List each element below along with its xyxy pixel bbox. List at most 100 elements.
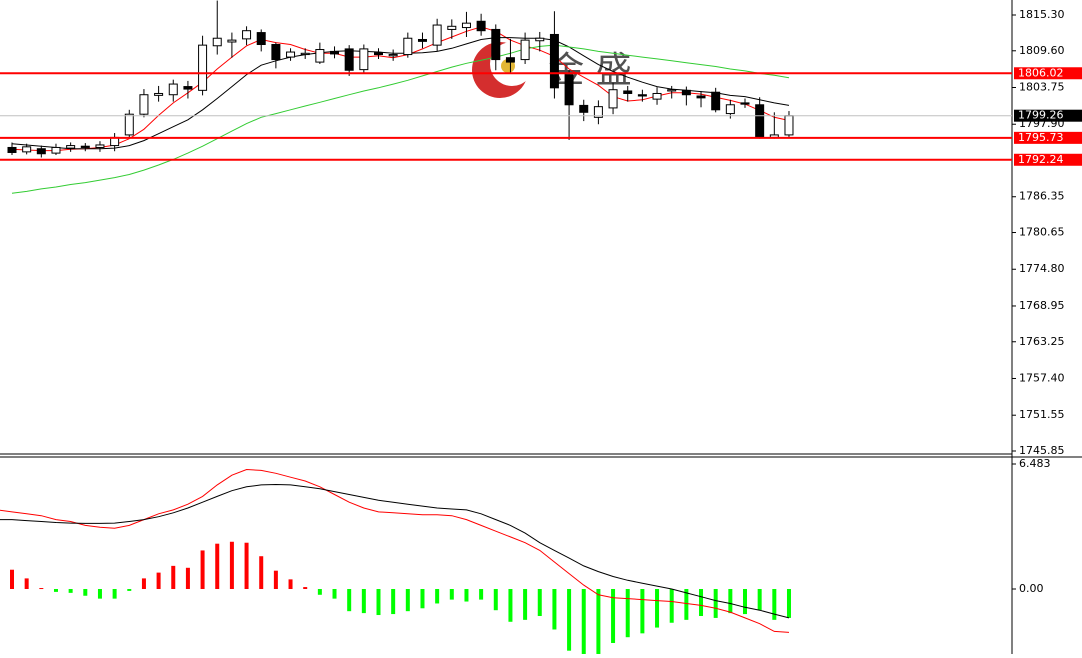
histogram-bar (361, 589, 366, 614)
candle-body (711, 91, 721, 111)
histogram-bar (581, 589, 586, 654)
y-tick-label: 1763.25 (1019, 335, 1065, 348)
y-tick-label: 1768.95 (1019, 299, 1065, 312)
histogram-bar (493, 589, 498, 611)
candle-body (7, 146, 17, 153)
candle-body (168, 83, 178, 96)
candle-body (359, 48, 369, 71)
candle-body (330, 50, 340, 55)
y-tick-label: 6.483 (1019, 457, 1051, 470)
histogram-bar (156, 572, 161, 590)
histogram-bar (743, 589, 747, 615)
level-label: 1792.24 (1018, 153, 1064, 166)
histogram-bar (699, 589, 704, 616)
histogram-bar (391, 589, 396, 615)
candle-body (388, 54, 398, 57)
histogram-bar (786, 589, 791, 618)
histogram-bar (127, 589, 132, 591)
candle-body (725, 104, 735, 115)
candle-body (432, 24, 442, 46)
current-price-label: 1799.26 (1018, 109, 1064, 122)
candle-body (417, 38, 427, 42)
histogram-bar (10, 569, 14, 590)
price-plot (7, 0, 794, 194)
candle-body (652, 92, 662, 100)
candle-body (95, 144, 105, 148)
candle-body (271, 44, 281, 61)
histogram-bar (640, 589, 645, 634)
candle-body (696, 95, 706, 99)
histogram-bar (464, 589, 469, 602)
histogram-bar (317, 589, 322, 595)
y-tick-label: 1745.85 (1019, 444, 1065, 457)
candle-body (681, 89, 691, 96)
histogram-bar (347, 589, 352, 612)
histogram-bar (97, 589, 102, 599)
histogram-bar (53, 589, 58, 592)
candle-body (520, 39, 530, 61)
y-tick-label: 1809.60 (1019, 44, 1065, 57)
candle-body (740, 102, 750, 105)
histogram-bar (376, 589, 381, 616)
candle-body (637, 94, 647, 97)
watermark: 金 盛 (548, 50, 631, 91)
histogram-bar (772, 589, 777, 620)
candle-body (154, 92, 164, 96)
histogram-bar (567, 589, 572, 651)
candle-body (491, 28, 501, 61)
histogram-bar (479, 589, 484, 600)
candle-body (549, 33, 559, 89)
candle-body (286, 51, 296, 58)
candle-body (139, 94, 149, 115)
histogram-bar (449, 589, 454, 600)
histogram-bar (420, 589, 425, 609)
histogram-bar (713, 589, 718, 618)
histogram-bar (669, 589, 674, 623)
histogram-bar (288, 579, 293, 590)
histogram-bar (611, 589, 616, 643)
histogram-bar (24, 578, 29, 590)
candle-body (476, 20, 486, 32)
histogram-bar (185, 567, 190, 590)
y-tick-label: 1751.55 (1019, 408, 1065, 421)
level-label: 1806.02 (1018, 66, 1064, 79)
candle-body (227, 39, 237, 43)
histogram-bar (332, 589, 337, 599)
histogram-bar (757, 589, 762, 611)
candle-body (256, 32, 266, 46)
histogram-bar (508, 589, 513, 622)
histogram-bar (625, 589, 630, 638)
level-box (1014, 67, 1082, 80)
histogram-bar (523, 589, 528, 620)
level-label: 1795.73 (1018, 131, 1064, 144)
histogram-bar (112, 589, 117, 599)
candle-body (374, 52, 383, 56)
candle-body (242, 30, 252, 40)
y-tick-label: 1786.35 (1019, 190, 1065, 203)
candle-body (608, 89, 618, 109)
candle-body (564, 74, 574, 106)
candle-body (212, 37, 222, 47)
candle-body (505, 57, 515, 63)
histogram-bar (141, 578, 146, 590)
candle-body (51, 146, 61, 154)
histogram-bar (728, 589, 733, 614)
macd-line (0, 468, 790, 633)
candle-body (66, 145, 76, 149)
y-tick-label: 1780.65 (1019, 226, 1065, 239)
histogram-bar (68, 589, 73, 593)
moving-average (11, 44, 790, 194)
y-tick-label: 0.00 (1019, 582, 1044, 595)
histogram-bar (435, 589, 440, 604)
current-price-box (1014, 109, 1082, 122)
histogram-bar (537, 589, 542, 616)
candle-body (667, 89, 677, 92)
candle-body (461, 22, 471, 29)
y-tick-label: 1803.75 (1019, 81, 1065, 94)
histogram-bar (303, 587, 308, 590)
histogram-bar (655, 589, 660, 628)
y-tick-label: 1815.30 (1019, 8, 1065, 21)
candle-body (535, 37, 545, 42)
